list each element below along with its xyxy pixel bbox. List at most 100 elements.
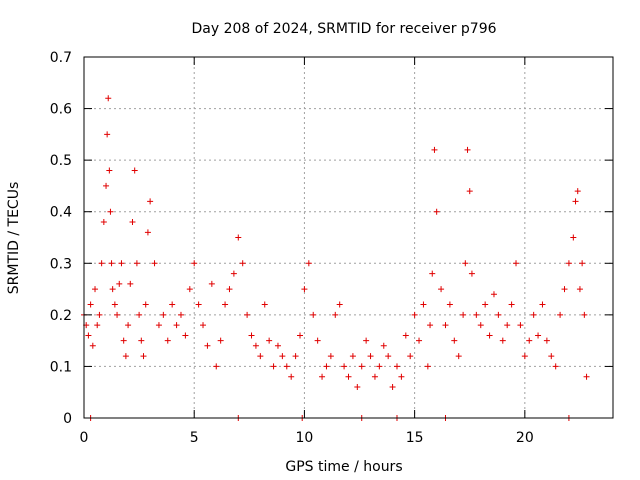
y-tick-label: 0.7 <box>50 50 72 66</box>
y-tick-label: 0.6 <box>50 102 72 118</box>
data-point <box>98 260 105 267</box>
data-point <box>266 337 273 344</box>
data-point <box>186 286 193 293</box>
data-point <box>513 260 520 267</box>
data-point <box>424 363 431 370</box>
data-point <box>85 332 92 339</box>
data-point <box>535 332 542 339</box>
data-point <box>208 280 215 287</box>
data-point <box>576 286 583 293</box>
data-point <box>521 353 528 360</box>
data-point <box>438 286 445 293</box>
data-point <box>105 95 112 102</box>
data-point <box>173 322 180 329</box>
data-point <box>416 337 423 344</box>
data-point <box>398 373 405 380</box>
y-tick-label: 0.5 <box>50 153 72 169</box>
data-point <box>279 353 286 360</box>
data-point <box>385 353 392 360</box>
data-point <box>87 301 94 308</box>
x-tick-label: 10 <box>296 430 314 446</box>
data-point <box>367 353 374 360</box>
grid-lines <box>84 57 613 418</box>
data-point <box>363 337 370 344</box>
data-point <box>297 332 304 339</box>
data-point <box>572 198 579 205</box>
data-point <box>94 322 101 329</box>
data-point <box>92 286 99 293</box>
data-point <box>257 353 264 360</box>
data-point <box>431 146 438 153</box>
x-tick-label: 0 <box>80 430 89 446</box>
data-point <box>468 270 475 277</box>
data-point <box>177 311 184 318</box>
chart-title: Day 208 of 2024, SRMTID for receiver p79… <box>191 21 496 37</box>
data-point <box>103 182 110 189</box>
y-tick-label: 0 <box>63 411 72 427</box>
data-point <box>155 322 162 329</box>
y-tick-label: 0.1 <box>50 359 72 375</box>
data-point <box>248 332 255 339</box>
data-point <box>460 311 467 318</box>
data-point <box>226 286 233 293</box>
y-tick-label: 0.2 <box>50 308 72 324</box>
data-point <box>288 373 295 380</box>
data-point <box>466 188 473 195</box>
data-point <box>310 311 317 318</box>
data-point <box>129 219 136 226</box>
data-point <box>111 301 118 308</box>
data-point <box>451 337 458 344</box>
data-point <box>100 219 107 226</box>
data-point <box>106 167 113 174</box>
data-point <box>114 311 121 318</box>
data-point <box>349 353 356 360</box>
data-point <box>314 337 321 344</box>
data-point <box>455 353 462 360</box>
data-point <box>118 260 125 267</box>
data-point <box>581 311 588 318</box>
data-point <box>222 301 229 308</box>
data-point <box>244 311 251 318</box>
data-point <box>358 363 365 370</box>
data-point <box>526 337 533 344</box>
data-point <box>274 342 281 349</box>
data-point <box>164 337 171 344</box>
data-point <box>517 322 524 329</box>
data-point <box>120 337 127 344</box>
data-point <box>144 229 151 236</box>
data-point <box>142 301 149 308</box>
data-point <box>323 363 330 370</box>
data-point <box>127 280 134 287</box>
data-point <box>122 353 129 360</box>
axis-ticks: 0 0.1 0.2 0.3 0.4 0.5 0.6 0.7 0 5 10 15 20 <box>50 50 613 446</box>
data-point <box>319 373 326 380</box>
data-point <box>239 260 246 267</box>
data-point <box>495 311 502 318</box>
data-point <box>213 363 220 370</box>
data-point <box>283 363 290 370</box>
data-point <box>345 373 352 380</box>
data-point <box>270 363 277 370</box>
data-point <box>429 270 436 277</box>
data-point <box>292 353 299 360</box>
data-point <box>332 311 339 318</box>
data-point <box>151 260 158 267</box>
data-point <box>182 332 189 339</box>
data-point <box>160 311 167 318</box>
data-point <box>261 301 268 308</box>
data-point <box>420 301 427 308</box>
data-point <box>561 286 568 293</box>
y-tick-label: 0.4 <box>50 205 72 221</box>
data-point <box>301 286 308 293</box>
data-point <box>583 373 590 380</box>
data-point <box>116 280 123 287</box>
data-point <box>252 342 259 349</box>
data-point <box>490 291 497 298</box>
data-point <box>217 337 224 344</box>
data-point <box>380 342 387 349</box>
data-point <box>376 363 383 370</box>
data-point <box>89 342 96 349</box>
data-point <box>230 270 237 277</box>
data-point <box>336 301 343 308</box>
